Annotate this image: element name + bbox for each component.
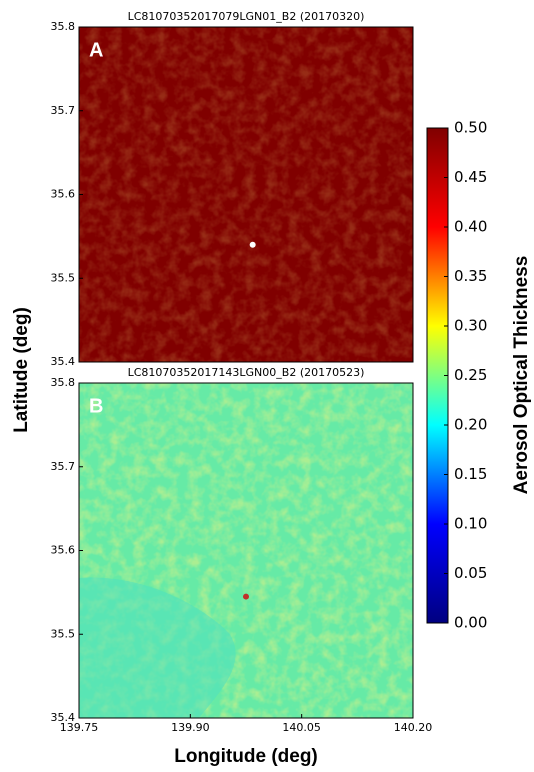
colorbar-tick-label: 0.15 (454, 465, 487, 483)
colorbar-tick-label: 0.10 (454, 515, 487, 533)
site-marker (249, 241, 256, 248)
colorbar-tick-label: 0.40 (454, 218, 487, 236)
panel-label: A (89, 39, 103, 61)
colorbar-tick-label: 0.35 (454, 267, 487, 285)
heatmap-texture (79, 27, 413, 362)
y-tick-label: 35.6 (51, 544, 76, 557)
panel-title: LC81070352017079LGN01_B2 (20170320) (128, 10, 365, 23)
y-tick-label: 35.5 (51, 271, 76, 284)
colorbar-label: Aerosol Optical Thickness (511, 256, 532, 495)
y-tick-label: 35.6 (51, 188, 76, 201)
x-tick-label: 140.05 (282, 721, 321, 734)
colorbar-tick-label: 0.00 (454, 614, 487, 632)
y-tick-label: 35.8 (51, 20, 76, 33)
y-tick-label: 35.8 (51, 376, 76, 389)
colorbar-tick-label: 0.25 (454, 366, 487, 384)
colorbar-tick-label: 0.20 (454, 416, 487, 434)
colorbar-tick-label: 0.05 (454, 564, 487, 582)
x-tick-label: 140.20 (394, 721, 433, 734)
y-tick-label: 35.4 (51, 355, 76, 368)
y-tick-label: 35.4 (51, 711, 76, 724)
y-tick-label: 35.7 (51, 460, 76, 473)
panel-title: LC81070352017143LGN00_B2 (20170523) (128, 366, 365, 379)
y-tick-label: 35.7 (51, 104, 76, 117)
site-marker (243, 593, 249, 600)
colorbar-tick-label: 0.30 (454, 317, 487, 335)
water-area (79, 577, 236, 718)
x-axis-label: Longitude (deg) (174, 746, 318, 767)
y-tick-label: 35.5 (51, 627, 76, 640)
y-axis-label: Latitude (deg) (11, 307, 32, 433)
x-tick-label: 139.90 (171, 721, 210, 734)
colorbar-tick-label: 0.45 (454, 168, 487, 186)
panel-label: B (89, 395, 103, 417)
x-tick-label: 139.75 (60, 721, 99, 734)
colorbar-tick-label: 0.50 (454, 119, 487, 137)
